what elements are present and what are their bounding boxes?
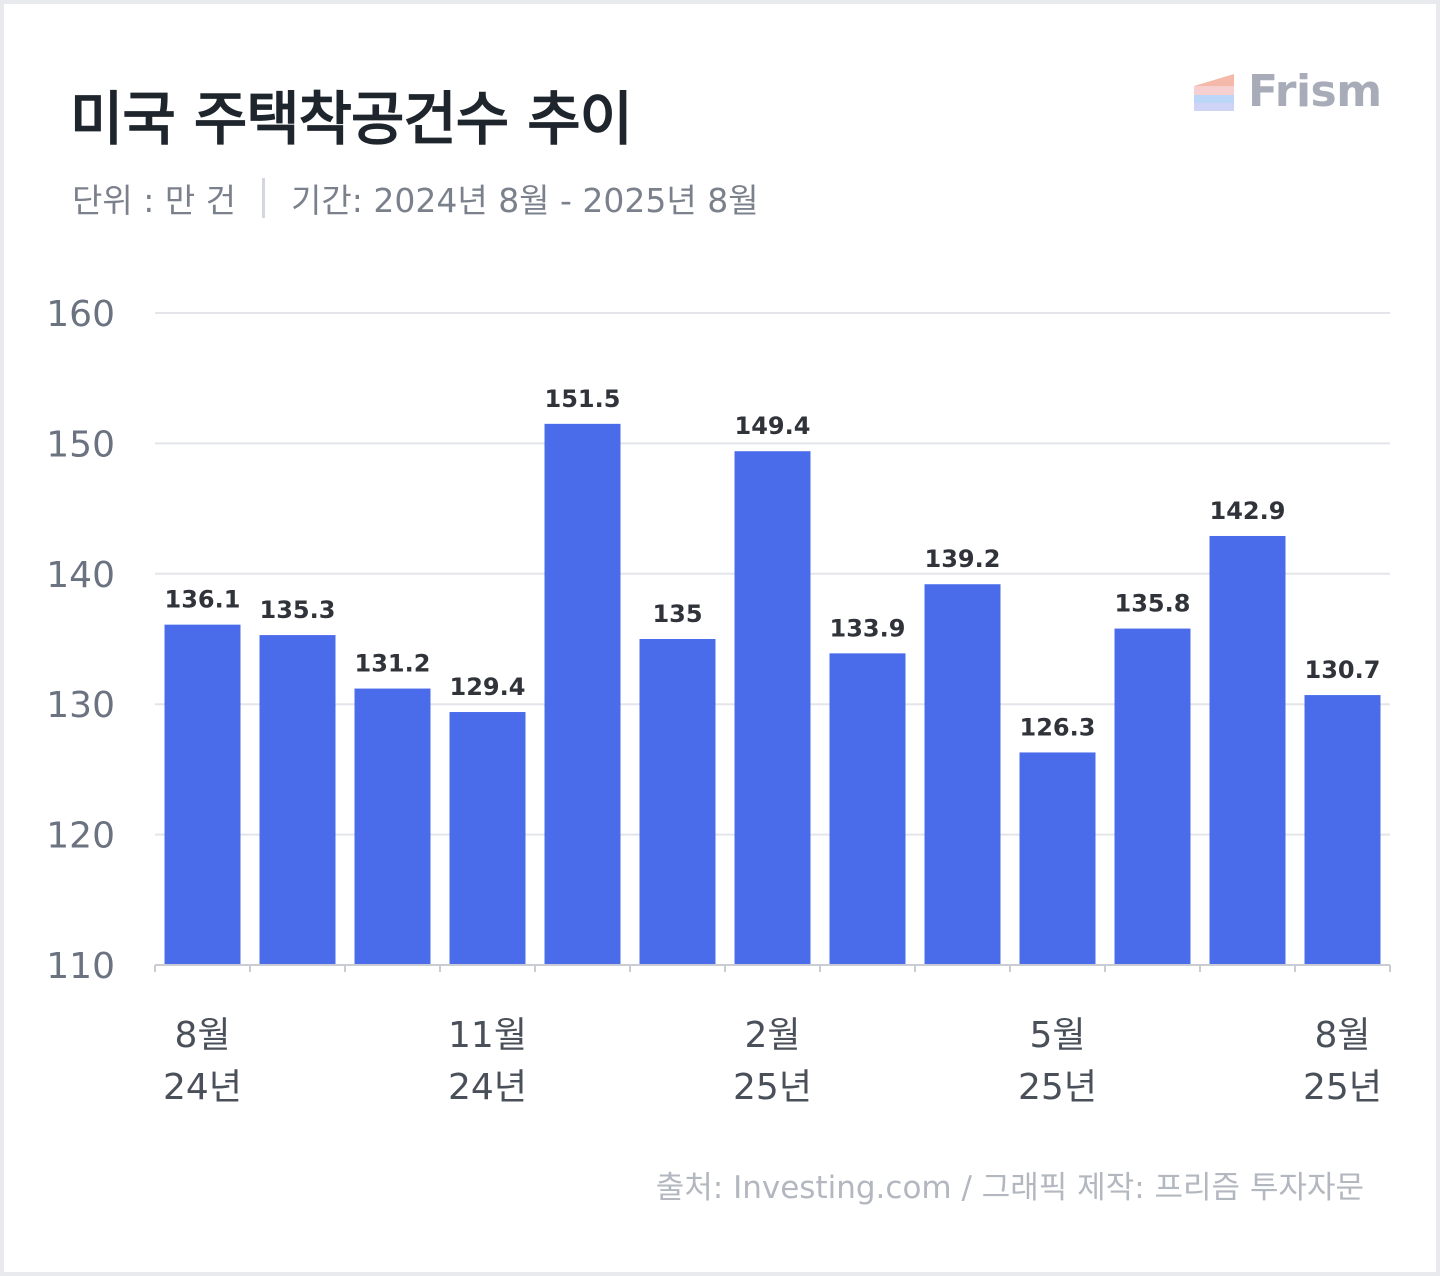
bar [1019, 752, 1096, 965]
x-tick-month-label: 11월 [448, 1015, 527, 1056]
x-tick-month-label: 5월 [1029, 1015, 1085, 1056]
y-tick-label: 160 [46, 294, 115, 335]
y-tick-label: 130 [46, 685, 115, 726]
data-label: 142.9 [1210, 497, 1286, 525]
x-tick-year-label: 24년 [448, 1067, 527, 1108]
y-axis-ticks: 160 150 140 130 120 110 [46, 294, 115, 987]
subtitle-divider [262, 178, 266, 218]
bar [259, 635, 336, 965]
frism-logo-icon [1194, 73, 1234, 111]
bar [829, 653, 906, 965]
data-label: 151.5 [545, 385, 621, 413]
period-label: 기간: 2024년 8월 - 2025년 8월 [291, 181, 759, 220]
unit-label: 단위 : 만 건 [72, 181, 237, 220]
bar [544, 423, 621, 966]
chart-title: 미국 주택착공건수 추이 [70, 85, 633, 153]
bar [449, 712, 526, 965]
x-tick-year-label: 25년 [1303, 1067, 1382, 1108]
brand-name: Frism [1248, 66, 1382, 117]
bar [1114, 628, 1191, 965]
data-label: 133.9 [830, 614, 906, 642]
x-tick-month-label: 2월 [744, 1015, 800, 1056]
data-label: 135.3 [260, 596, 336, 624]
data-labels: 136.1 135.3 131.2 129.4 151.5 135 149.4 133.9 13… [165, 385, 1381, 742]
y-tick-label: 150 [46, 424, 115, 465]
x-tick-year-label: 25년 [733, 1067, 812, 1108]
data-label: 139.2 [925, 545, 1001, 573]
y-tick-label: 110 [46, 946, 115, 987]
bar [354, 688, 431, 965]
data-label: 136.1 [165, 586, 241, 614]
x-tick-month-label: 8월 [1314, 1015, 1370, 1056]
data-label: 131.2 [355, 650, 431, 678]
data-label: 130.7 [1305, 656, 1381, 684]
y-tick-label: 140 [46, 555, 115, 596]
x-tick-month-label: 8월 [174, 1015, 230, 1056]
data-label: 129.4 [450, 673, 526, 701]
bar [1304, 695, 1381, 965]
bar [164, 624, 241, 965]
source-credit: 출처: Investing.com / 그래픽 제작: 프리즘 투자자문 [655, 1170, 1364, 1206]
bar [734, 451, 811, 965]
data-label: 135.8 [1115, 590, 1191, 618]
x-tick-year-label: 25년 [1018, 1067, 1097, 1108]
y-tick-label: 120 [46, 816, 115, 857]
chart-subtitle: 단위 : 만 건 기간: 2024년 8월 - 2025년 8월 [72, 174, 759, 222]
bar [639, 639, 716, 965]
x-axis [154, 964, 1391, 972]
x-axis-labels: 8월 24년 11월 24년 2월 25년 5월 25년 8월 25년 [163, 1015, 1382, 1108]
data-label: 126.3 [1020, 713, 1096, 741]
data-label: 149.4 [735, 412, 811, 440]
bar [924, 584, 1001, 965]
chart-card: 미국 주택착공건수 추이 단위 : 만 건 기간: 2024년 8월 - 202… [4, 4, 1436, 1272]
x-tick-year-label: 24년 [163, 1067, 242, 1108]
frism-logo: Frism [1194, 66, 1382, 117]
data-label: 135 [652, 600, 702, 628]
bars [164, 423, 1381, 966]
bar [1209, 535, 1286, 965]
